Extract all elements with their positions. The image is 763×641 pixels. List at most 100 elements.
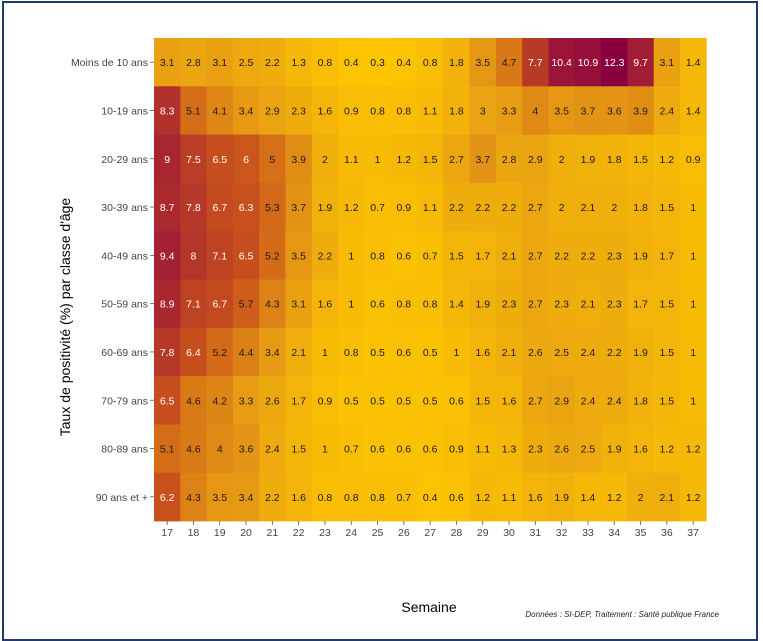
- heatmap-cell: [469, 86, 497, 135]
- cell-value-label: 4: [217, 444, 223, 456]
- heatmap-cell: [653, 327, 681, 377]
- heatmap-cell: [443, 472, 470, 522]
- cell-value-label: 1.9: [633, 250, 648, 262]
- cell-value-label: 9: [164, 154, 170, 166]
- x-tick-label: 31: [530, 527, 542, 539]
- heatmap-cell: [495, 424, 523, 474]
- heatmap-cell: [522, 472, 549, 522]
- heatmap-cell: [259, 424, 286, 474]
- heatmap-cell: [180, 182, 207, 232]
- heatmap-cell: [206, 86, 234, 135]
- cell-value-label: 2.5: [581, 444, 596, 456]
- cell-value-label: 1.7: [475, 250, 490, 262]
- heatmap-cell: [417, 231, 444, 280]
- heatmap-cell: [653, 86, 681, 135]
- y-tick-label: 10-19 ans: [101, 105, 148, 117]
- heatmap-cell: [522, 134, 549, 184]
- cell-value-label: 0.8: [397, 105, 412, 117]
- heatmap-cell: [443, 231, 470, 280]
- heatmap-cell: [653, 231, 681, 280]
- cell-value-label: 1.7: [660, 250, 675, 262]
- cell-value-label: 8: [191, 250, 197, 262]
- heatmap-cell: [285, 376, 313, 425]
- cell-value-label: 2.4: [265, 444, 280, 456]
- x-tick-label: 21: [267, 527, 279, 539]
- heatmap-cell: [338, 279, 365, 329]
- heatmap-cell: [627, 38, 655, 87]
- heatmap-cell: [338, 38, 365, 87]
- cell-value-label: 6: [243, 154, 249, 166]
- cell-value-label: 10.4: [551, 57, 572, 69]
- cell-value-label: 7.7: [528, 57, 543, 69]
- heatmap-cell: [206, 38, 234, 87]
- heatmap-cell: [259, 327, 286, 377]
- cell-value-label: 0.5: [370, 395, 385, 407]
- heatmap-cell: [548, 327, 576, 377]
- cell-value-label: 1.8: [607, 154, 622, 166]
- heatmap-cell: [285, 134, 313, 184]
- heatmap-cell: [154, 134, 181, 184]
- heatmap-cell: [206, 231, 234, 280]
- cell-value-label: 1: [375, 154, 381, 166]
- cell-value-label: 2.1: [291, 347, 306, 359]
- heatmap-cell: [364, 86, 392, 135]
- heatmap-cell: [259, 182, 286, 232]
- cell-value-label: 3.5: [475, 57, 490, 69]
- heatmap-cell: [390, 424, 418, 474]
- y-tick-label: 60-69 ans: [101, 347, 148, 359]
- heatmap-cell: [469, 279, 497, 329]
- cell-value-label: 6.5: [212, 154, 227, 166]
- cell-value-label: 0.6: [370, 299, 385, 311]
- cell-value-label: 0.8: [370, 250, 385, 262]
- heatmap-cell: [154, 424, 181, 474]
- cell-value-label: 1.4: [581, 492, 596, 504]
- cell-value-label: 12.3: [604, 57, 625, 69]
- x-tick-label: 24: [345, 527, 357, 539]
- heatmap-cell: [574, 376, 602, 425]
- heatmap-cell: [469, 376, 497, 425]
- heatmap-cell: [417, 38, 444, 87]
- heatmap-cell: [574, 472, 602, 522]
- cell-value-label: 1.1: [344, 154, 359, 166]
- cell-value-label: 1.8: [449, 57, 464, 69]
- cell-value-label: 3.7: [475, 154, 490, 166]
- cell-value-label: 4.6: [186, 444, 201, 456]
- cell-value-label: 6.7: [212, 202, 227, 214]
- cell-value-label: 2.2: [581, 250, 596, 262]
- heatmap-cell: [548, 134, 576, 184]
- cell-value-label: 1.5: [633, 154, 648, 166]
- heatmap-cell: [495, 327, 523, 377]
- cell-value-label: 2.3: [291, 105, 306, 117]
- cell-value-label: 1.9: [581, 154, 596, 166]
- cell-value-label: 0.9: [318, 395, 333, 407]
- heatmap-cell: [680, 424, 707, 474]
- heatmap-cell: [417, 424, 444, 474]
- heatmap-cell: [469, 38, 497, 87]
- cell-value-label: 4.3: [186, 492, 201, 504]
- heatmap-cell: [680, 38, 707, 87]
- cell-value-label: 4.6: [186, 395, 201, 407]
- cell-value-label: 3.3: [502, 105, 517, 117]
- cell-value-label: 0.7: [397, 492, 412, 504]
- heatmap-cell: [469, 472, 497, 522]
- cell-value-label: 1.7: [633, 299, 648, 311]
- y-axis-title: Taux de positivité (%) par classe d'âge: [57, 198, 73, 437]
- heatmap-cell: [180, 86, 207, 135]
- cell-value-label: 0.9: [397, 202, 412, 214]
- cell-value-label: 1.9: [475, 299, 490, 311]
- heatmap-cell: [495, 86, 523, 135]
- heatmap-cell: [311, 231, 339, 280]
- heatmap-cell: [285, 327, 313, 377]
- cell-value-label: 1.5: [475, 395, 490, 407]
- cell-value-label: 1.4: [686, 57, 701, 69]
- x-tick-label: 20: [240, 527, 252, 539]
- heatmap-cell: [311, 86, 339, 135]
- cell-value-label: 7.1: [212, 250, 227, 262]
- heatmap-cell: [232, 327, 260, 377]
- cell-value-label: 1.2: [607, 492, 622, 504]
- heatmap-cell: [443, 38, 470, 87]
- heatmap-cell: [601, 38, 628, 87]
- cell-value-label: 2.7: [528, 250, 543, 262]
- cell-value-label: 0.6: [370, 444, 385, 456]
- heatmap-cell: [390, 86, 418, 135]
